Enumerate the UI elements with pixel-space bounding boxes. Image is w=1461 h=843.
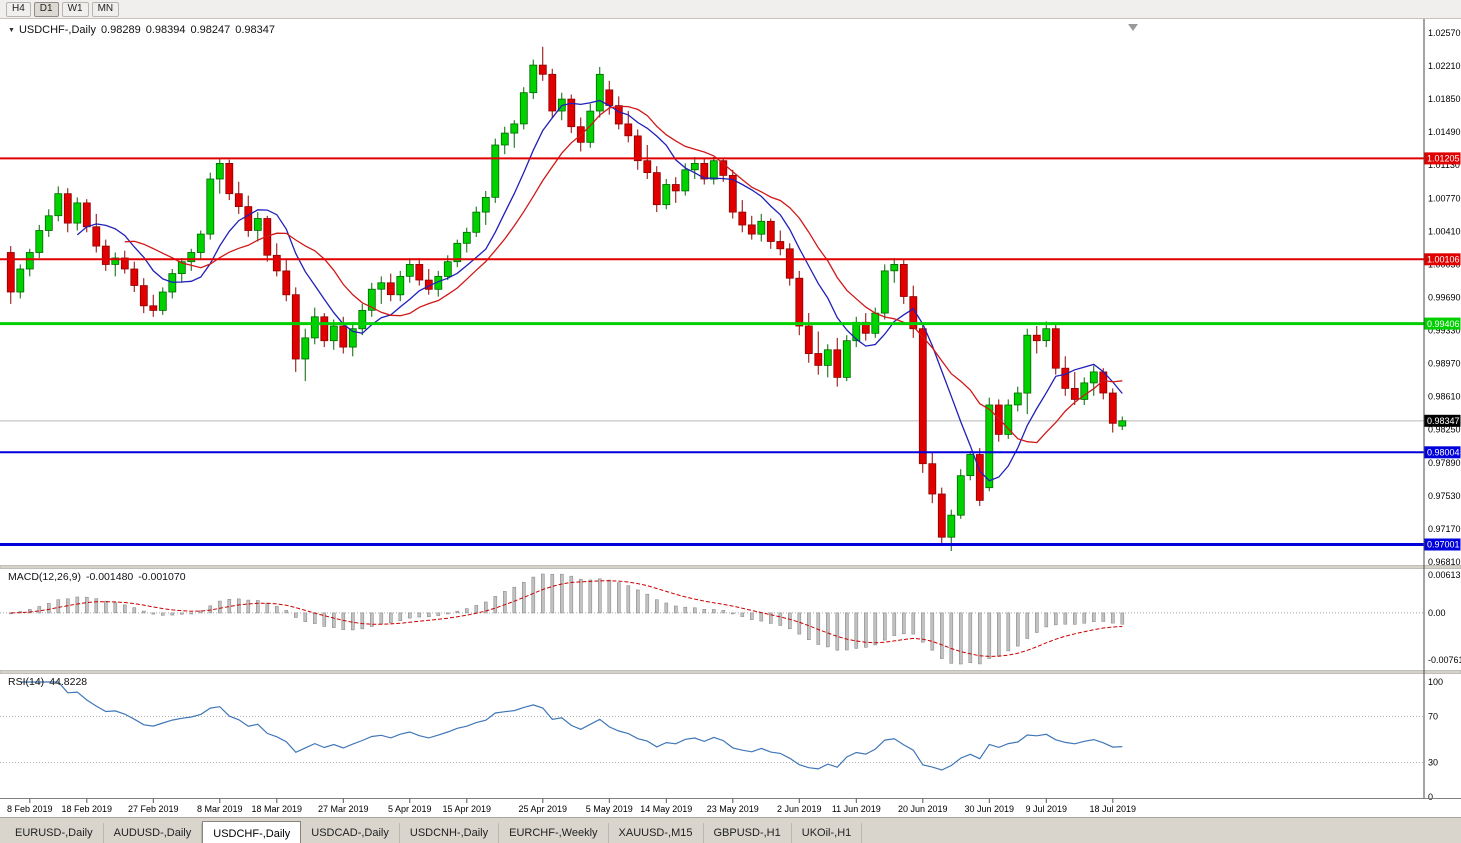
- macd-axis-label: -0.00761: [1428, 655, 1461, 665]
- candlestick-series: [6, 46, 1127, 551]
- chart-tab-eurusd[interactable]: EURUSD-,Daily: [5, 823, 104, 843]
- chart-shift-marker-icon[interactable]: [1128, 24, 1138, 31]
- price-axis-label: 0.97530: [1428, 491, 1461, 501]
- price-axis-label: 1.02210: [1428, 61, 1461, 71]
- price-level-badge-text: 0.97001: [1427, 540, 1460, 550]
- time-axis-label: 9 Jul 2019: [1026, 804, 1068, 814]
- chart-title-open: 0.98289: [100, 24, 141, 36]
- chart-tab-usdchf[interactable]: USDCHF-,Daily: [202, 821, 302, 843]
- time-axis-label: 23 May 2019: [707, 804, 759, 814]
- macd-main-value: -0.001480: [85, 571, 134, 583]
- chart-tab-eurchf[interactable]: EURCHF-,Weekly: [499, 823, 609, 843]
- time-axis-label: 5 Apr 2019: [388, 804, 432, 814]
- price-axis-label: 1.00770: [1428, 193, 1461, 203]
- timeframe-button-w1[interactable]: W1: [61, 1, 89, 17]
- price-axis-label: 0.96810: [1428, 557, 1461, 567]
- time-axis-label: 25 Apr 2019: [519, 804, 568, 814]
- price-level-badge[interactable]: [1424, 253, 1461, 266]
- price-axis-label: 0.98610: [1428, 392, 1461, 402]
- macd-signal-value: -0.001070: [138, 571, 186, 583]
- price-level-badge[interactable]: [1424, 446, 1461, 459]
- time-axis-label: 14 May 2019: [640, 804, 692, 814]
- price-axis-label: 0.98970: [1428, 359, 1461, 369]
- time-axis-label: 8 Mar 2019: [197, 804, 243, 814]
- symbol-dropdown-icon[interactable]: ▼: [8, 27, 15, 34]
- rsi-panel-label: RSI(14) 44.8228: [8, 676, 87, 688]
- ma-slow-line: [124, 105, 1123, 444]
- price-level-badge-text: 0.98004: [1427, 448, 1460, 458]
- rsi-axis-label: 70: [1428, 712, 1438, 722]
- rsi-axis-label: 0: [1428, 792, 1433, 802]
- price-axis-label: 0.98250: [1428, 425, 1461, 435]
- price-axis-label: 0.97170: [1428, 524, 1461, 534]
- timeframe-toolbar: H4 D1 W1 MN: [0, 0, 1461, 19]
- price-axis-label: 0.99690: [1428, 293, 1461, 303]
- chart-tab-audusd[interactable]: AUDUSD-,Daily: [104, 823, 203, 843]
- rsi-value: 44.8228: [49, 676, 88, 688]
- time-axis-label: 18 Mar 2019: [252, 804, 303, 814]
- macd-indicator-name: MACD(12,26,9): [8, 571, 81, 583]
- chart-tab-bar: EURUSD-,Daily AUDUSD-,Daily USDCHF-,Daily U…: [0, 817, 1461, 843]
- price-axis-label: 1.01850: [1428, 94, 1461, 104]
- chart-title: ▼ USDCHF-,Daily 0.98289 0.98394 0.98247 0.983…: [8, 24, 275, 36]
- time-axis-label: 20 Jun 2019: [898, 804, 948, 814]
- chart-tab-usdcad[interactable]: USDCAD-,Daily: [301, 823, 400, 843]
- time-axis-label: 30 Jun 2019: [965, 804, 1015, 814]
- price-level-badge[interactable]: [1424, 317, 1461, 330]
- price-axis-label: 1.01130: [1428, 160, 1460, 170]
- price-level-badge[interactable]: [1424, 538, 1461, 551]
- chart-tab-gbpusd[interactable]: GBPUSD-,H1: [704, 823, 792, 843]
- chart-title-high: 0.98394: [145, 24, 186, 36]
- macd-signal-line: [10, 580, 1123, 657]
- time-axis-label: 27 Feb 2019: [128, 804, 179, 814]
- time-axis-label: 15 Apr 2019: [443, 804, 492, 814]
- macd-axis-label: 0.00: [1428, 608, 1446, 618]
- time-axis-label: 11 Jun 2019: [832, 804, 881, 814]
- rsi-line: [20, 681, 1123, 771]
- ma-fast-line: [76, 99, 1123, 482]
- price-axis-label: 1.01490: [1428, 127, 1461, 137]
- timeframe-button-mn[interactable]: MN: [91, 1, 120, 17]
- timeframe-button-h4[interactable]: H4: [6, 1, 31, 17]
- price-level-badge[interactable]: [1424, 152, 1461, 165]
- chart-tab-xauusd[interactable]: XAUUSD-,M15: [609, 823, 704, 843]
- time-axis-label: 8 Feb 2019: [7, 804, 53, 814]
- current-price-badge[interactable]: [1424, 414, 1461, 427]
- timeframe-button-d1[interactable]: D1: [33, 1, 59, 17]
- macd-panel-label: MACD(12,26,9) -0.001480 -0.001070: [8, 571, 186, 583]
- rsi-axis-label: 30: [1428, 758, 1438, 768]
- price-axis-label: 1.00410: [1428, 226, 1461, 236]
- time-axis-label: 2 Jun 2019: [777, 804, 822, 814]
- chart-tab-ukoil[interactable]: UKOil-,H1: [792, 823, 863, 843]
- chart-tabs: EURUSD-,Daily AUDUSD-,Daily USDCHF-,Daily U…: [5, 821, 863, 843]
- price-axis-label: 0.97890: [1428, 458, 1461, 468]
- price-level-badge-text: 1.00106: [1427, 255, 1460, 265]
- pane-divider[interactable]: [0, 565, 1461, 569]
- price-level-badge-text: 0.99406: [1427, 319, 1460, 329]
- price-level-badge-text: 1.01205: [1427, 154, 1460, 164]
- chart-title-low: 0.98247: [190, 24, 231, 36]
- chart-window[interactable]: [0, 19, 1461, 817]
- time-axis-label: 18 Feb 2019: [62, 804, 113, 814]
- current-price-badge-text: 0.98347: [1427, 416, 1460, 426]
- rsi-axis-label: 100: [1428, 677, 1443, 687]
- macd-axis-label: 0.00613: [1428, 570, 1461, 580]
- price-axis-label: 1.02570: [1428, 28, 1461, 38]
- time-axis-label: 18 Jul 2019: [1090, 804, 1137, 814]
- price-axis-label: 0.99330: [1428, 326, 1461, 336]
- time-axis-label: 5 May 2019: [586, 804, 633, 814]
- chart-tab-usdcnh[interactable]: USDCNH-,Daily: [400, 823, 500, 843]
- macd-histogram: [9, 573, 1125, 665]
- chart-title-close: 0.98347: [235, 24, 275, 36]
- pane-divider[interactable]: [0, 670, 1461, 674]
- rsi-indicator-name: RSI(14): [8, 676, 45, 688]
- time-axis-label: 27 Mar 2019: [318, 804, 369, 814]
- chart-title-symbol: USDCHF-,Daily: [18, 24, 96, 36]
